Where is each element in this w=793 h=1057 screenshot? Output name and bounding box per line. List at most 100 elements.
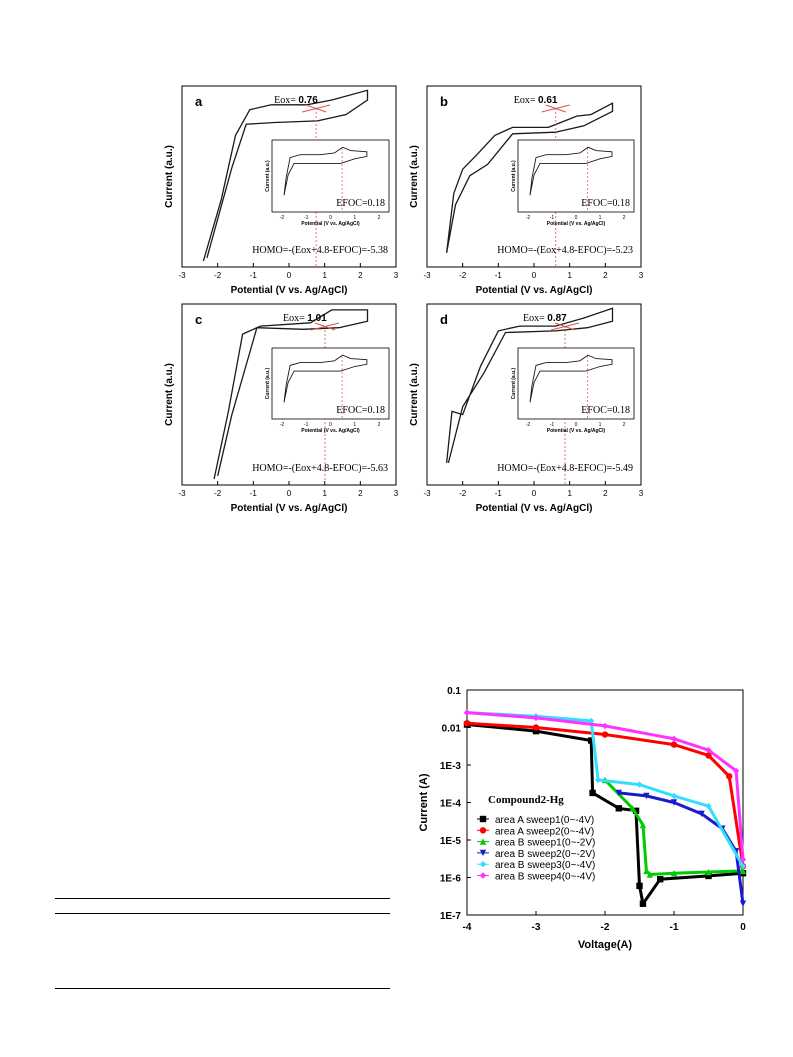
efoc-label: EFOC=0.18 [581, 198, 630, 209]
homo-label: HOMO=-(Eox+4.8-EFOC)=-5.49 [497, 463, 633, 474]
eox-tangent-line [314, 322, 336, 331]
inset-y-axis-label: Current (a.u.) [265, 367, 271, 399]
data-point [588, 737, 595, 744]
cv-panel-c: -3 -2 -1 0 1 2 3 Potential (V vs. Ag/AgCl) Curre… [164, 303, 399, 514]
x-tick-label: 0 [532, 271, 537, 280]
legend-marker [479, 849, 487, 857]
homo-label: HOMO=-(Eox+4.8-EFOC)=-5.63 [252, 463, 388, 474]
inset-x-tick-label: 2 [623, 422, 626, 428]
x-tick-label: -3 [532, 922, 541, 933]
inset-x-tick-label: -1 [550, 215, 555, 221]
inset-frame [271, 139, 390, 213]
legend-label: area B sweep1(0~-2V) [495, 838, 595, 849]
x-tick-label: -2 [459, 271, 467, 280]
data-point [705, 752, 712, 759]
data-point [629, 805, 636, 812]
y-axis-label: Current (a.u.) [409, 145, 420, 208]
x-tick-label: 2 [603, 271, 608, 280]
x-tick-label: -2 [601, 922, 610, 933]
homo-label: HOMO=-(Eox+4.8-EFOC)=-5.38 [252, 245, 388, 256]
inset-x-tick-label: 1 [599, 215, 602, 221]
data-point [463, 709, 471, 716]
x-tick-label: -1 [495, 271, 503, 280]
table-top-rule [55, 898, 390, 899]
cv-curve [445, 102, 614, 254]
inset-x-tick-label: 2 [378, 422, 381, 428]
inset-x-tick-label: 0 [575, 422, 578, 428]
data-point [643, 792, 650, 800]
cv-curve [445, 307, 614, 464]
legend-label: area B sweep2(0~-2V) [495, 849, 595, 860]
inset-y-axis-label: Current (a.u.) [511, 367, 517, 399]
data-point [636, 781, 643, 788]
x-axis-label: Potential (V vs. Ag/AgCl) [476, 285, 593, 296]
y-axis-label: Current (a.u.) [409, 363, 420, 426]
inset: -2 -1 0 1 2 Potential (V vs. Ag/AgCl) Current … [511, 347, 635, 434]
y-tick-label: 0.1 [447, 686, 461, 697]
inset-x-axis-label: Potential (V vs. Ag/AgCl) [547, 428, 606, 434]
inset-curve [529, 354, 613, 403]
eox-value: 0.76 [298, 95, 318, 106]
inset-frame [517, 347, 635, 420]
x-tick-label: 3 [639, 271, 644, 280]
x-axis-label: Potential (V vs. Ag/AgCl) [231, 285, 348, 296]
data-point [739, 900, 747, 907]
data-point [532, 727, 540, 735]
eox-prefix: Eox= [283, 313, 307, 324]
x-tick-label: -1 [250, 271, 258, 280]
eox-label: Eox= 0.76 [274, 95, 318, 106]
data-point [670, 792, 678, 800]
x-tick-label: -3 [423, 489, 431, 498]
inset-x-tick-label: -1 [550, 422, 555, 428]
x-tick-label: 2 [358, 489, 363, 498]
inset-curve [283, 146, 368, 196]
data-point [705, 868, 712, 876]
annotation-compound: Compound2-Hg [488, 794, 564, 806]
inset-x-tick-label: 2 [623, 215, 626, 221]
x-tick-label: 1 [322, 489, 327, 498]
x-tick-label: 0 [740, 922, 746, 933]
legend-label: area A sweep1(0~-4V) [495, 815, 594, 826]
x-tick-label: 1 [567, 271, 572, 280]
inset-x-tick-label: 0 [329, 422, 332, 428]
x-tick-label: 1 [322, 271, 327, 280]
x-tick-label: -1 [495, 489, 503, 498]
data-point [732, 767, 740, 775]
x-tick-label: -1 [250, 489, 258, 498]
y-tick-label: 1E-3 [440, 761, 462, 772]
efoc-label: EFOC=0.18 [581, 405, 630, 416]
data-point [705, 802, 712, 810]
series-line [466, 711, 745, 867]
y-tick-label: 1E-5 [440, 836, 462, 847]
data-point [657, 876, 664, 883]
data-point [670, 735, 678, 742]
eox-tangent-line [305, 104, 327, 113]
panel-letter: a [195, 94, 203, 109]
x-axis-label: Potential (V vs. Ag/AgCl) [476, 503, 593, 514]
table-bottom-rule [55, 988, 390, 989]
x-tick-label: 2 [603, 489, 608, 498]
data-point [463, 720, 471, 727]
legend-marker [479, 827, 487, 834]
x-tick-label: -3 [178, 271, 186, 280]
inset-curve [283, 354, 368, 403]
eox-value: 0.87 [547, 313, 567, 324]
data-point [589, 789, 596, 797]
x-tick-label: 3 [394, 271, 399, 280]
inset-x-tick-label: -2 [280, 215, 285, 221]
eox-tangent-line [545, 104, 566, 113]
data-point [594, 776, 602, 784]
data-point [739, 856, 747, 863]
eox-prefix: Eox= [523, 313, 547, 324]
data-point [739, 863, 747, 870]
cv-curve [213, 309, 369, 480]
eox-tangent-line [554, 322, 576, 331]
x-tick-label: 3 [394, 489, 399, 498]
legend-marker [479, 838, 487, 845]
eox-label: Eox= 0.61 [514, 95, 558, 106]
inset-x-axis-label: Potential (V vs. Ag/AgCl) [547, 221, 606, 227]
cv-panel-a: -3 -2 -1 0 1 2 3 Potential (V vs. Ag/AgCl) Curre… [164, 85, 399, 296]
inset-x-tick-label: -1 [304, 422, 309, 428]
cv-panel-b: -3 -2 -1 0 1 2 3 Potential (V vs. Ag/AgCl) Curre… [409, 85, 644, 296]
inset-y-axis-label: Current (a.u.) [265, 160, 271, 192]
